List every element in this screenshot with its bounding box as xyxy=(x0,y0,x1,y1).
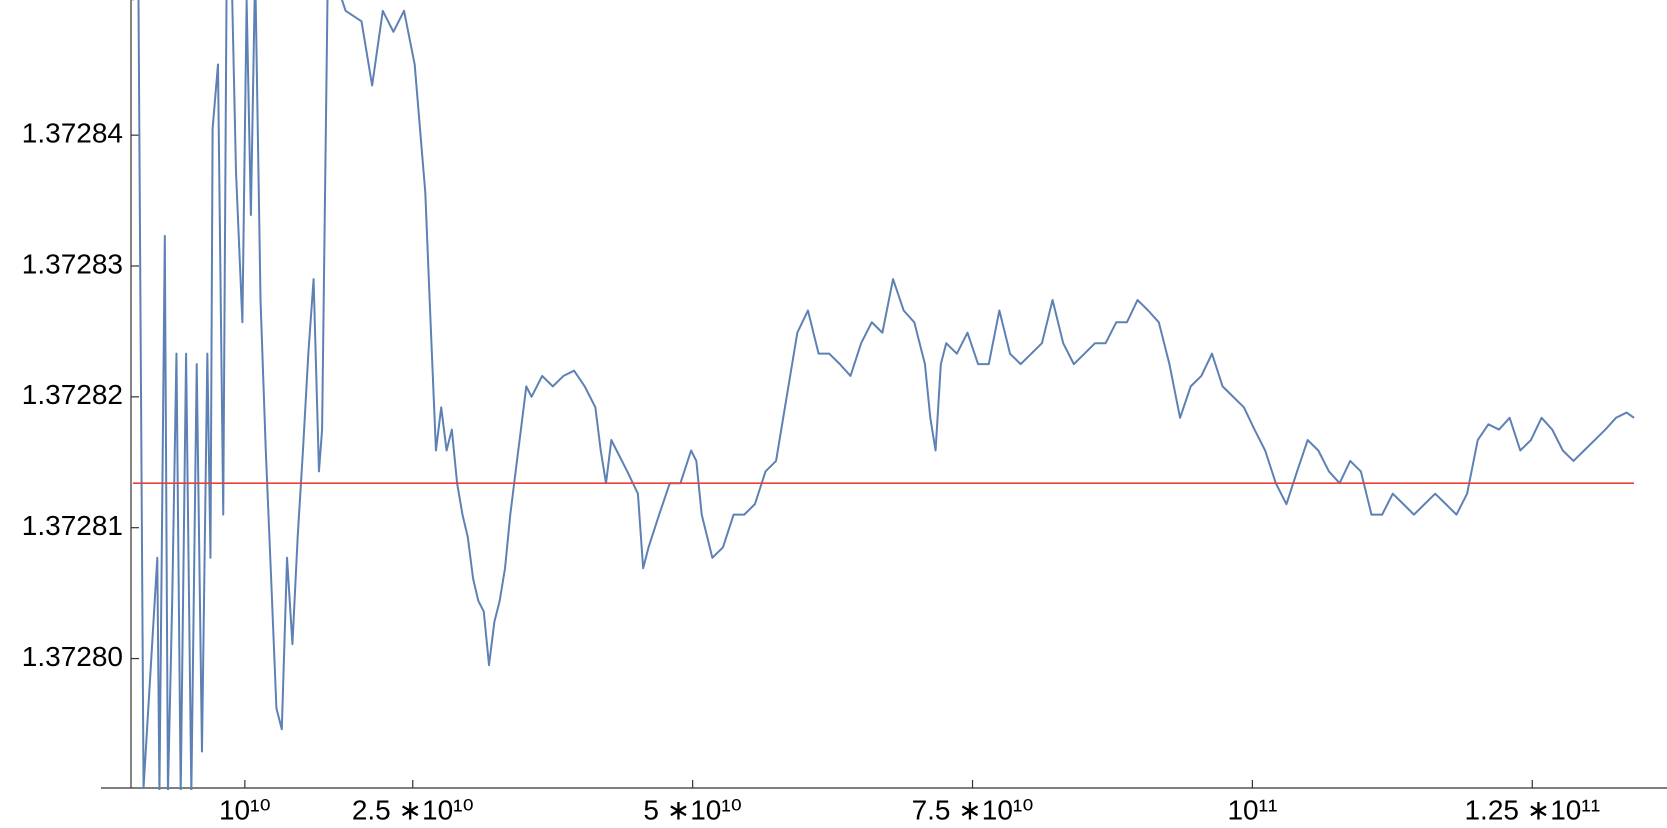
plot-area xyxy=(131,0,1635,790)
y-tick-label: 1.37284 xyxy=(22,118,123,149)
x-tick-label: 1.25 ∗10¹¹ xyxy=(1464,794,1600,825)
x-tick-label: 7.5 ∗10¹⁰ xyxy=(912,794,1034,825)
x-tick-label: 10¹¹ xyxy=(1227,794,1277,825)
y-tick-label: 1.37281 xyxy=(22,510,123,541)
y-tick-label: 1.37283 xyxy=(22,248,123,279)
x-tick-label: 2.5 ∗10¹⁰ xyxy=(352,794,474,825)
x-tick-label: 5 ∗10¹⁰ xyxy=(643,794,742,825)
y-tick-label: 1.37280 xyxy=(22,641,123,672)
y-tick-label: 1.37282 xyxy=(22,379,123,410)
x-tick-label: 10¹⁰ xyxy=(219,794,271,825)
data-line xyxy=(131,0,1635,790)
